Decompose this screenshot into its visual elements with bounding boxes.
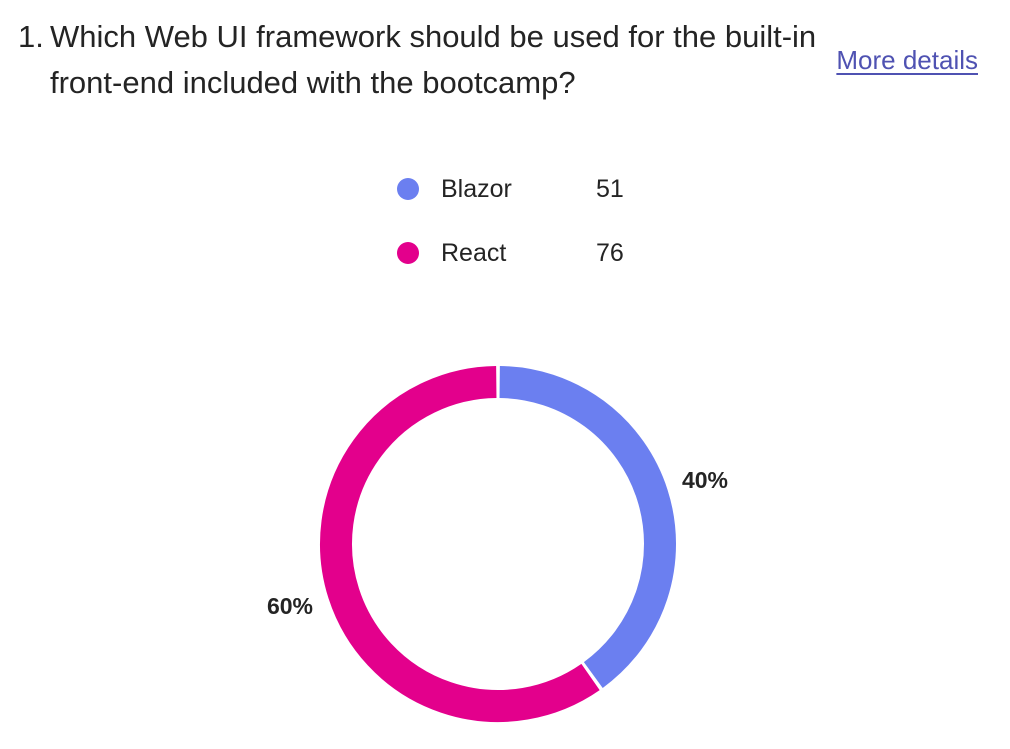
legend-item-blazor: Blazor 51 (397, 168, 656, 210)
legend-count-blazor: 51 (596, 174, 624, 203)
legend-dot-react (397, 242, 419, 264)
slice-label-react: 60% (267, 593, 313, 619)
legend-label-react: React (441, 238, 507, 267)
slice-blazor[interactable] (499, 366, 676, 688)
question-text: Which Web UI framework should be used fo… (50, 19, 817, 100)
slice-react[interactable] (320, 366, 600, 722)
slice-label-blazor: 40% (682, 467, 728, 493)
more-details-link[interactable]: More details (836, 45, 978, 75)
legend-count-react: 76 (596, 238, 624, 267)
legend-item-react: React 76 (397, 232, 656, 274)
chart-legend: Blazor 51 React 76 (397, 168, 656, 296)
question-number: 1. (18, 19, 44, 54)
question-title: 1. Which Web UI framework should be used… (18, 14, 818, 106)
legend-dot-blazor (397, 178, 419, 200)
legend-label-blazor: Blazor (441, 174, 512, 203)
